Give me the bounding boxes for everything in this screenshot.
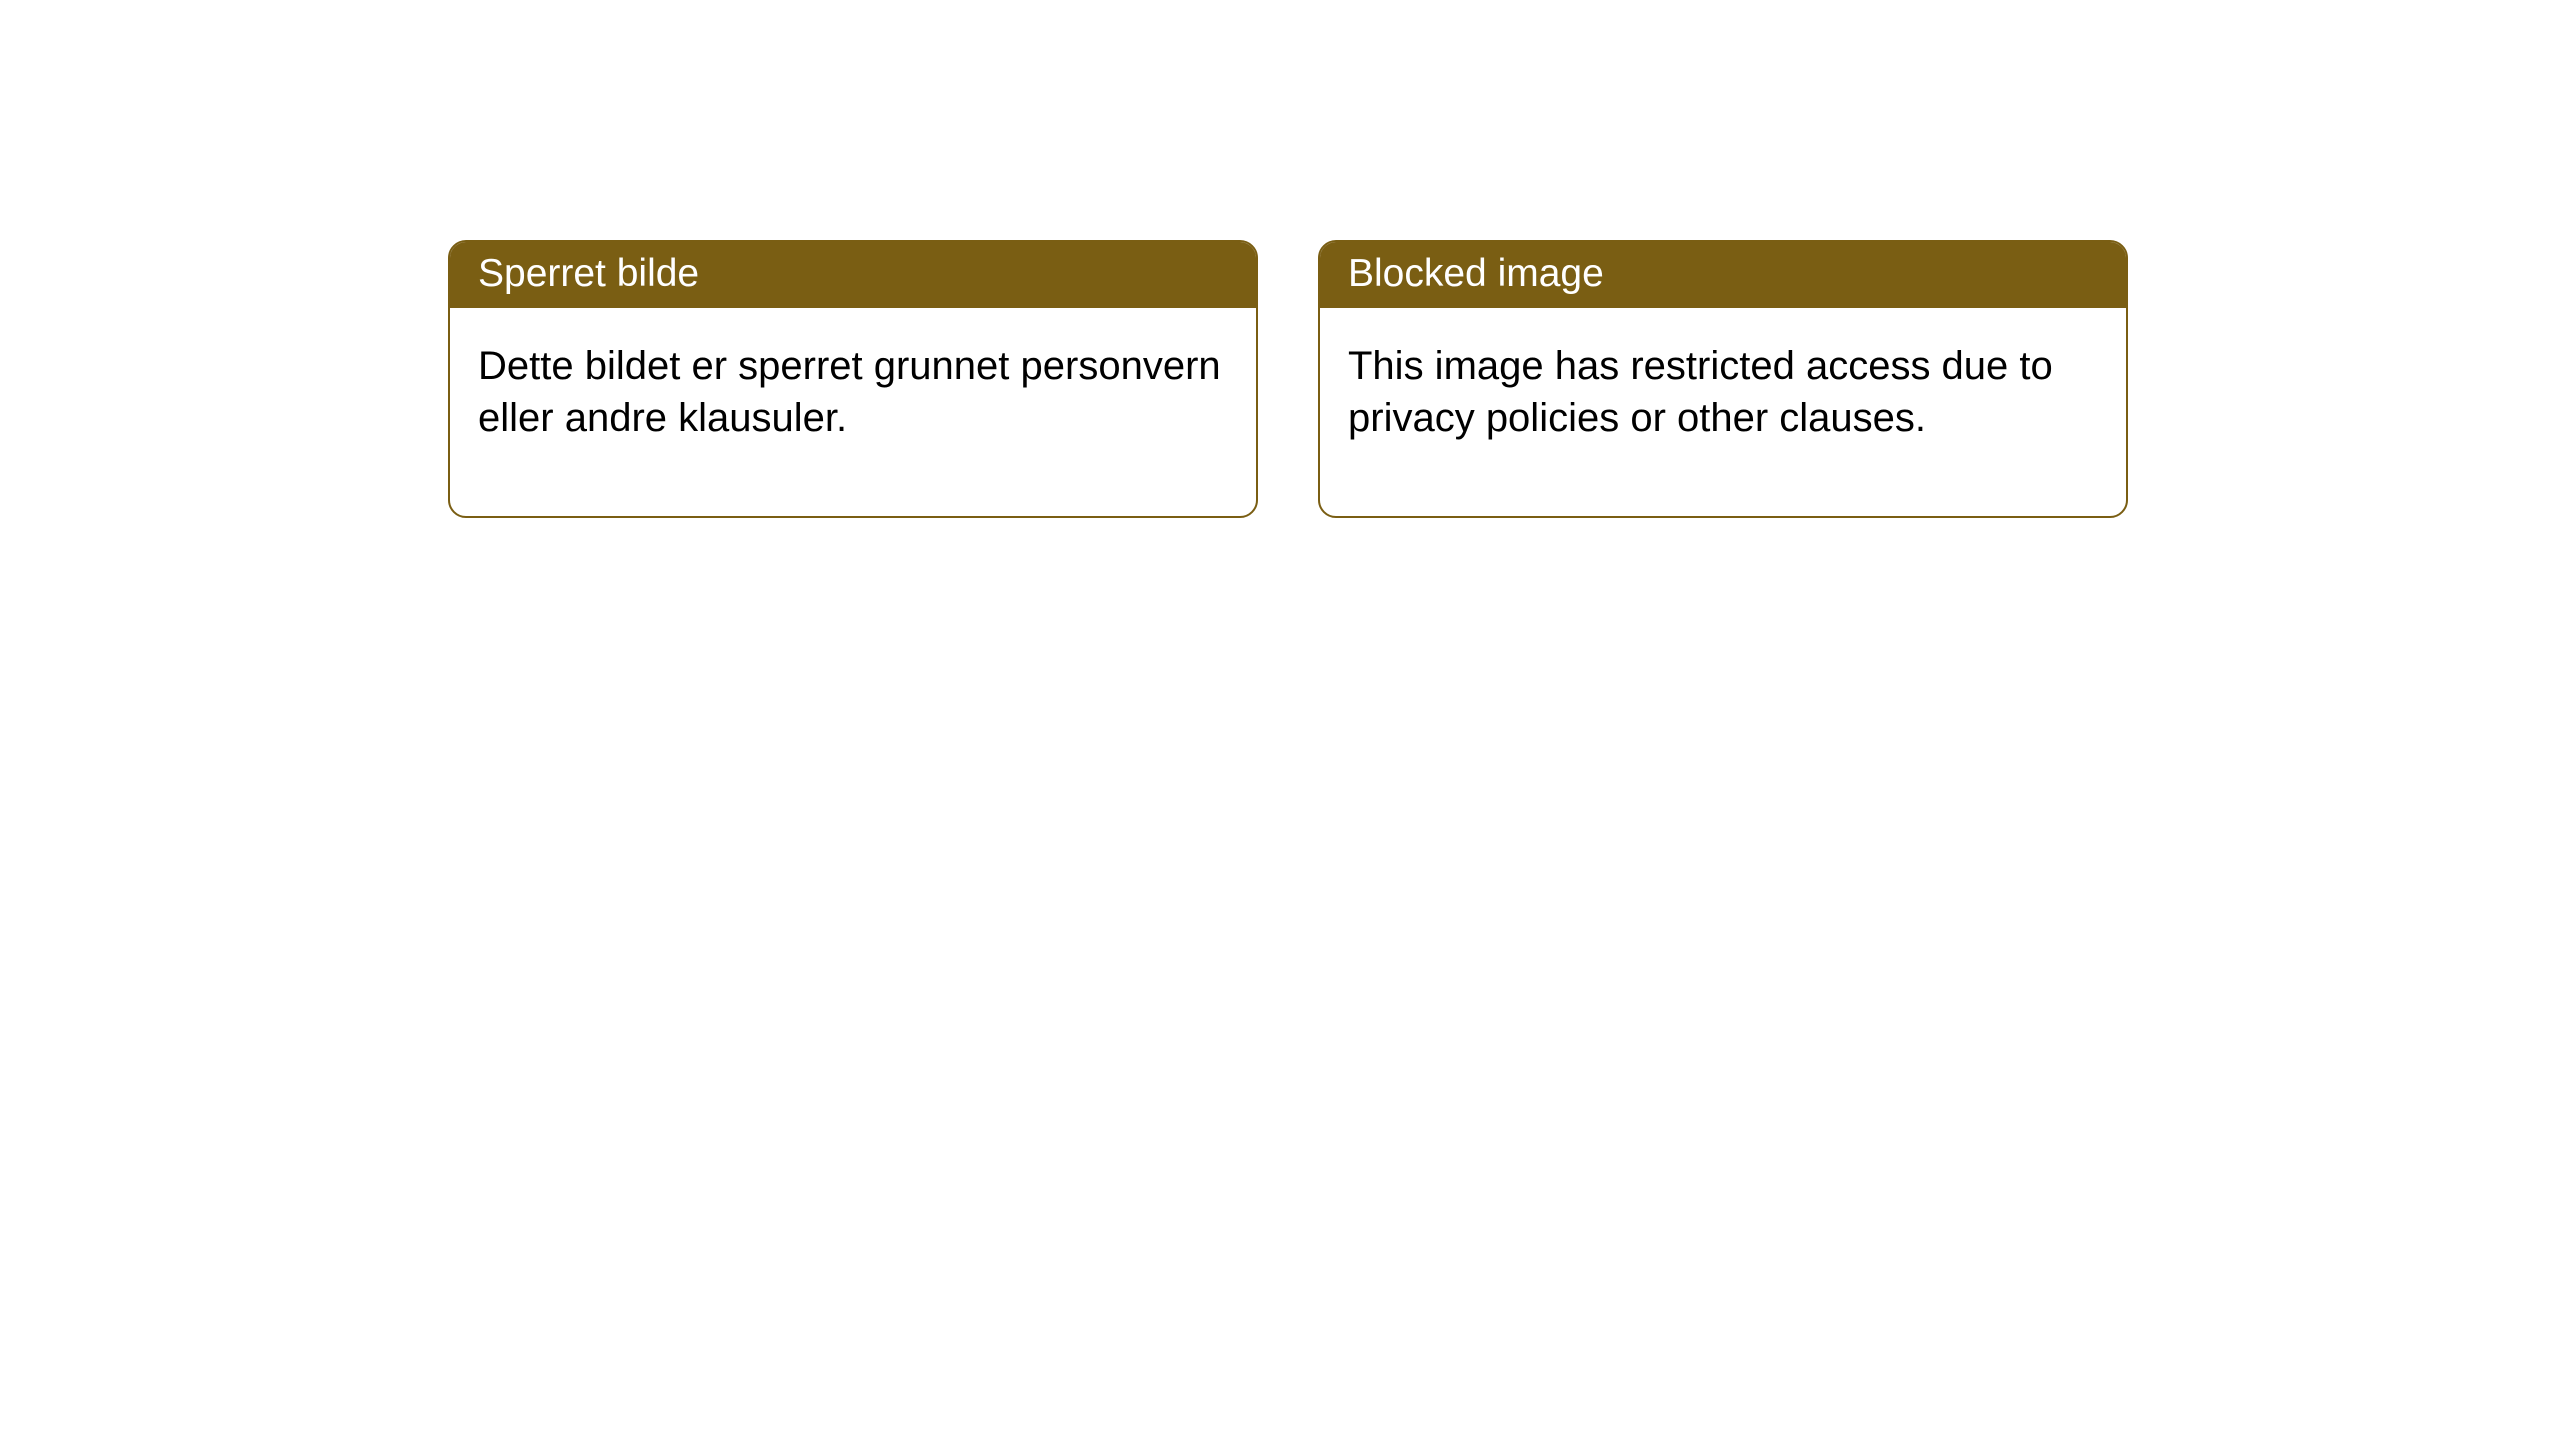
notice-card-en: Blocked image This image has restricted … bbox=[1318, 240, 2128, 518]
notice-card-en-body: This image has restricted access due to … bbox=[1320, 308, 2126, 516]
notice-card-no: Sperret bilde Dette bildet er sperret gr… bbox=[448, 240, 1258, 518]
notice-card-no-title: Sperret bilde bbox=[450, 242, 1256, 308]
notice-card-no-body: Dette bildet er sperret grunnet personve… bbox=[450, 308, 1256, 516]
notice-container: Sperret bilde Dette bildet er sperret gr… bbox=[0, 0, 2560, 518]
notice-card-en-title: Blocked image bbox=[1320, 242, 2126, 308]
